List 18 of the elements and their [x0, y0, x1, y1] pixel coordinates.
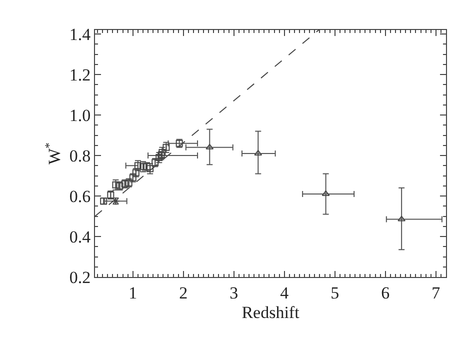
point [398, 216, 406, 222]
y-tick-label: 1.2 [69, 65, 91, 84]
y-tick-label: 0.6 [69, 186, 91, 206]
x-tick-label: 2 [179, 283, 188, 302]
y-tick-label: 1.0 [69, 106, 91, 125]
x-tick-label: 3 [230, 283, 238, 302]
y-tick-label: 0.4 [69, 227, 92, 246]
y-tick-label: 0.2 [69, 268, 91, 287]
y-tick-label: 1.4 [69, 25, 92, 44]
x-axis-title: Redshift [242, 302, 300, 322]
x-tick-label: 4 [280, 283, 290, 302]
point [322, 190, 330, 196]
x-tick-label: 7 [432, 283, 441, 302]
point [206, 144, 214, 150]
x-tick-label: 5 [330, 283, 340, 302]
x-tick-label: 1 [128, 283, 138, 302]
x-tick-label: 6 [381, 283, 390, 302]
y-tick-label: 0.8 [69, 146, 91, 166]
